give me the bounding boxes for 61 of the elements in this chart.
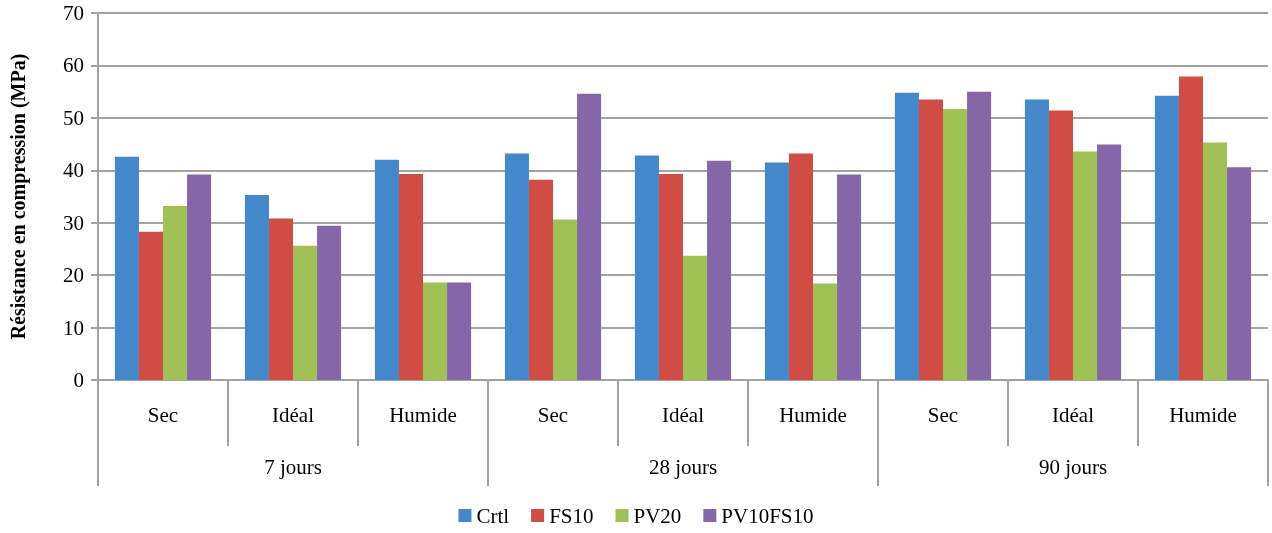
bar	[837, 174, 862, 380]
bar	[398, 173, 423, 380]
y-tick-label: 10	[63, 315, 84, 340]
x-tick-label: Humide	[1169, 402, 1237, 427]
y-tick-label: 50	[63, 105, 84, 130]
legend-label: FS10	[549, 503, 594, 528]
legend-label: PV20	[633, 503, 682, 528]
bar	[943, 108, 968, 380]
bar	[504, 153, 529, 380]
x-tick-label: Sec	[537, 402, 569, 427]
bar	[114, 156, 139, 380]
bar	[658, 173, 683, 380]
y-axis-title: Résistance en compression (MPa)	[7, 53, 30, 340]
y-tick-label: 70	[63, 1, 84, 25]
bar	[553, 219, 578, 380]
y-tick-label: 60	[63, 53, 84, 78]
bar	[187, 174, 212, 380]
bar	[788, 153, 813, 380]
x-tick-label: Sec	[927, 402, 959, 427]
bar	[317, 225, 342, 380]
bar	[1073, 151, 1098, 380]
bar	[634, 155, 659, 380]
legend-label: Crtl	[476, 503, 510, 528]
bar	[138, 231, 163, 380]
bar	[967, 91, 992, 380]
bar	[1227, 167, 1252, 380]
bar	[293, 245, 318, 380]
bar	[683, 255, 708, 380]
bar	[1024, 99, 1049, 380]
legend-label: PV10FS10	[721, 503, 814, 528]
bar	[918, 99, 943, 380]
bar	[163, 205, 188, 380]
y-tick-label: 40	[63, 158, 84, 183]
bar	[244, 194, 269, 380]
bar	[1178, 76, 1203, 380]
bar	[423, 282, 448, 380]
x-tick-label: Idéal	[662, 402, 705, 427]
y-tick-label: 30	[63, 210, 84, 235]
bar	[813, 283, 838, 380]
text: 7 jours	[264, 454, 322, 479]
bar	[894, 92, 919, 380]
x-tick-label: Sec	[147, 402, 179, 427]
bar	[577, 93, 602, 380]
bar	[707, 160, 732, 380]
bar	[374, 159, 399, 380]
text: 90 jours	[1038, 454, 1108, 479]
x-tick-label: Humide	[389, 402, 457, 427]
x-tick-label: Humide	[779, 402, 847, 427]
bar	[1048, 110, 1073, 380]
bar	[528, 179, 553, 380]
y-tick-label: 0	[73, 368, 84, 392]
text: 28 jours	[648, 454, 718, 479]
y-tick-label: 20	[63, 263, 84, 288]
bar	[1154, 95, 1179, 380]
x-tick-label: Idéal	[272, 402, 315, 427]
bar	[1097, 144, 1122, 380]
bar	[268, 218, 293, 380]
bar	[1203, 142, 1228, 380]
bar	[764, 162, 789, 380]
bar	[447, 282, 472, 380]
x-tick-label: Idéal	[1052, 402, 1095, 427]
